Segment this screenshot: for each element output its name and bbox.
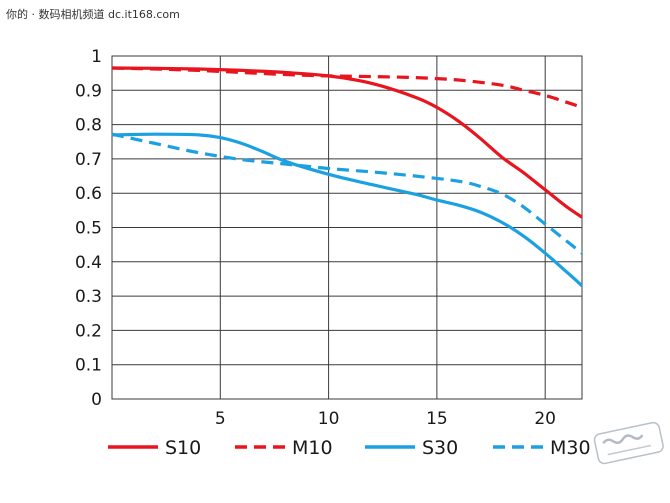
x-tick-label: 5: [215, 409, 226, 429]
series-line-m30: [111, 132, 583, 255]
watermark-text: 你的 · 数码相机频道 dc.it168.com: [6, 8, 180, 21]
y-tick-label: 0.8: [75, 116, 102, 136]
series-line-s30: [111, 132, 584, 287]
x-tick-label: 15: [426, 409, 448, 429]
legend: S10 M10 S30 M30: [108, 437, 591, 459]
legend-label-m30: M30: [550, 437, 591, 459]
series-line-s10: [111, 66, 583, 219]
y-tick-label: 0.4: [75, 253, 102, 273]
y-tick-label: 0.6: [75, 184, 102, 204]
tick-labels: 00.10.20.30.40.50.60.70.80.915 10 15 20: [75, 47, 556, 429]
y-tick-label: 0.2: [75, 321, 102, 341]
legend-label-s10: S10: [165, 437, 201, 459]
plot-frame: [111, 55, 583, 400]
legend-label-s30: S30: [422, 437, 458, 459]
y-tick-label: 0.5: [75, 219, 102, 239]
y-tick-label: 0.1: [75, 356, 102, 376]
series-layer: [111, 66, 584, 287]
y-tick-label: 1: [91, 47, 102, 67]
y-tick-label: 0.7: [75, 150, 102, 170]
legend-label-m10: M10: [292, 437, 333, 459]
x-tick-label: 20: [534, 409, 556, 429]
y-tick-label: 0: [91, 390, 102, 410]
grid: [111, 55, 583, 400]
y-tick-label: 0.9: [75, 81, 102, 101]
watermark-stamp: pcpop.com: [593, 421, 664, 465]
y-tick-label: 0.3: [75, 287, 102, 307]
x-tick-label: 10: [318, 409, 340, 429]
